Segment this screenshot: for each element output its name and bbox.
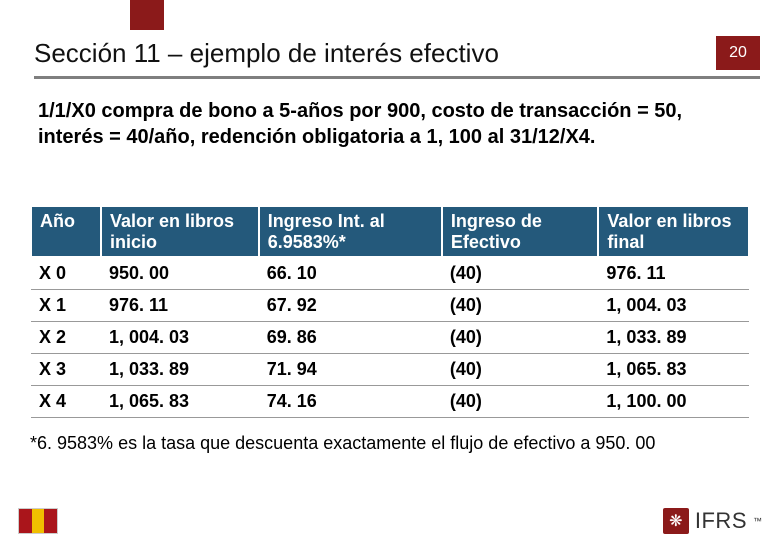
cell-bv-start: 976. 11 xyxy=(101,290,259,322)
page-number-badge: 20 xyxy=(716,36,760,70)
footer: ❋ IFRS ™ xyxy=(18,508,762,534)
ifrs-logo: ❋ IFRS ™ xyxy=(663,508,762,534)
spain-flag-logo xyxy=(18,508,58,534)
table-row: X 4 1, 065. 83 74. 16 (40) 1, 100. 00 xyxy=(31,386,749,418)
cell-int: 69. 86 xyxy=(259,322,442,354)
cell-cash: (40) xyxy=(442,290,599,322)
cell-int: 67. 92 xyxy=(259,290,442,322)
cell-bv-end: 1, 004. 03 xyxy=(598,290,749,322)
cell-bv-end: 1, 033. 89 xyxy=(598,322,749,354)
cell-int: 66. 10 xyxy=(259,257,442,290)
cell-year: X 0 xyxy=(31,257,101,290)
slide-title: Sección 11 – ejemplo de interés efectivo xyxy=(34,38,499,69)
cell-year: X 2 xyxy=(31,322,101,354)
cell-bv-start: 1, 004. 03 xyxy=(101,322,259,354)
col-year: Año xyxy=(31,206,101,257)
accent-bar xyxy=(130,0,164,30)
cell-cash: (40) xyxy=(442,354,599,386)
cell-year: X 1 xyxy=(31,290,101,322)
title-row: Sección 11 – ejemplo de interés efectivo… xyxy=(34,36,760,79)
cell-cash: (40) xyxy=(442,257,599,290)
table-row: X 0 950. 00 66. 10 (40) 976. 11 xyxy=(31,257,749,290)
cell-year: X 3 xyxy=(31,354,101,386)
amortization-table-wrap: Año Valor en libros inicio Ingreso Int. … xyxy=(30,205,750,418)
ifrs-text: IFRS xyxy=(695,508,747,534)
cell-int: 71. 94 xyxy=(259,354,442,386)
cell-bv-start: 950. 00 xyxy=(101,257,259,290)
ifrs-icon: ❋ xyxy=(663,508,689,534)
ifrs-glyph: ❋ xyxy=(669,511,682,531)
col-interest-income: Ingreso Int. al 6.9583%* xyxy=(259,206,442,257)
cell-bv-end: 1, 100. 00 xyxy=(598,386,749,418)
cell-cash: (40) xyxy=(442,322,599,354)
footnote: *6. 9583% es la tasa que descuenta exact… xyxy=(30,432,750,455)
cell-year: X 4 xyxy=(31,386,101,418)
intro-paragraph: 1/1/X0 compra de bono a 5-años por 900, … xyxy=(38,98,750,150)
cell-bv-start: 1, 033. 89 xyxy=(101,354,259,386)
table-row: X 1 976. 11 67. 92 (40) 1, 004. 03 xyxy=(31,290,749,322)
cell-bv-end: 1, 065. 83 xyxy=(598,354,749,386)
slide: Sección 11 – ejemplo de interés efectivo… xyxy=(0,0,780,540)
table-row: X 2 1, 004. 03 69. 86 (40) 1, 033. 89 xyxy=(31,322,749,354)
col-book-value-start: Valor en libros inicio xyxy=(101,206,259,257)
page-number: 20 xyxy=(729,44,747,62)
col-book-value-end: Valor en libros final xyxy=(598,206,749,257)
table-body: X 0 950. 00 66. 10 (40) 976. 11 X 1 976.… xyxy=(31,257,749,418)
table-header-row: Año Valor en libros inicio Ingreso Int. … xyxy=(31,206,749,257)
cell-cash: (40) xyxy=(442,386,599,418)
table-row: X 3 1, 033. 89 71. 94 (40) 1, 065. 83 xyxy=(31,354,749,386)
cell-int: 74. 16 xyxy=(259,386,442,418)
flag-icon xyxy=(18,508,58,534)
trademark-symbol: ™ xyxy=(753,516,762,526)
cell-bv-end: 976. 11 xyxy=(598,257,749,290)
cell-bv-start: 1, 065. 83 xyxy=(101,386,259,418)
col-cash-income: Ingreso de Efectivo xyxy=(442,206,599,257)
amortization-table: Año Valor en libros inicio Ingreso Int. … xyxy=(30,205,750,418)
